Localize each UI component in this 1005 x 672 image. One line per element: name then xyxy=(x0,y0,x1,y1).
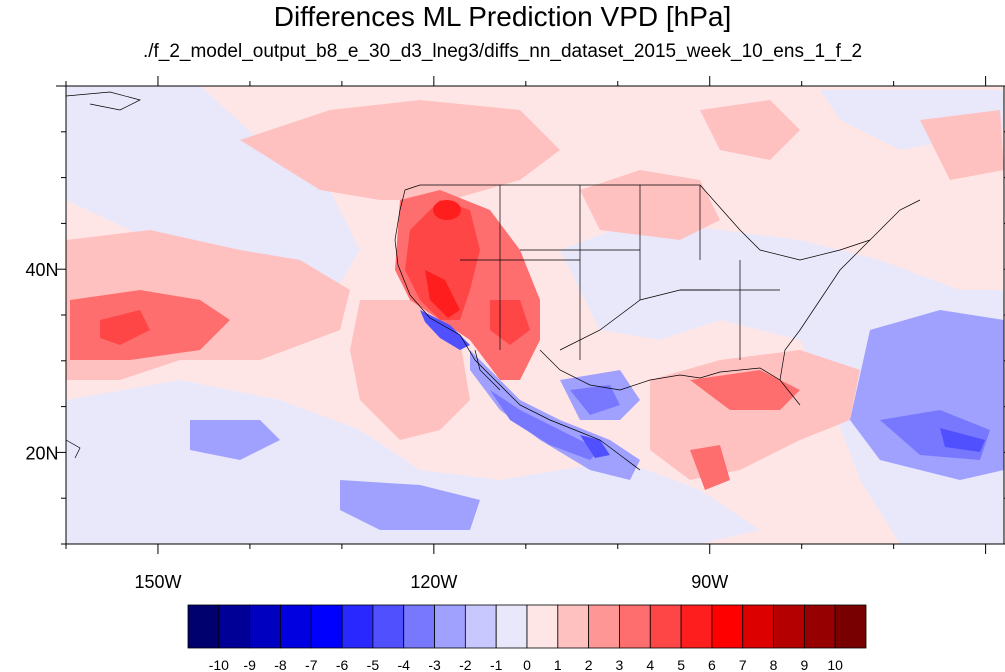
colorbar-swatch xyxy=(526,604,559,649)
colorbar-swatch xyxy=(310,604,343,649)
colorbar-label: 1 xyxy=(554,657,562,672)
colorbar-label: -2 xyxy=(459,657,472,672)
colorbar-label: 0 xyxy=(523,657,531,672)
colorbar-label: 3 xyxy=(616,657,624,672)
positive-anomaly-stronger xyxy=(100,200,530,345)
lon-tick-label: 150W xyxy=(134,572,181,592)
lon-tick-label: 120W xyxy=(410,572,457,592)
colorbar-label: -6 xyxy=(336,657,349,672)
colorbar-label: -4 xyxy=(398,657,411,672)
colorbar-label: 4 xyxy=(646,657,654,672)
colorbar-label: 5 xyxy=(677,657,685,672)
negative-anomaly-peak xyxy=(420,310,985,458)
colorbar-label: -8 xyxy=(274,657,287,672)
colorbar: -10 -9 -8 -7 -6 -5 -4 -3 -2 -1 0 1 2 3 4 5 6 7 8 9 10 xyxy=(187,604,867,672)
colorbar-swatch xyxy=(403,604,435,649)
positive-anomaly-peak xyxy=(425,200,461,318)
colorbar-label: 2 xyxy=(585,657,593,672)
colorbar-label: -1 xyxy=(490,657,503,672)
colorbar-swatch xyxy=(619,604,651,649)
colorbar-label: -5 xyxy=(367,657,380,672)
colorbar-swatch xyxy=(434,604,466,649)
colorbar-swatch xyxy=(341,604,374,649)
colorbar-swatch xyxy=(495,604,528,649)
map-panel xyxy=(66,86,1004,544)
coastlines xyxy=(66,91,921,471)
map-title: Differences ML Prediction VPD [hPa] xyxy=(273,1,732,32)
lat-tick-label: 20N xyxy=(25,443,58,463)
lat-tick-label: 40N xyxy=(25,260,58,280)
colorbar-label: 9 xyxy=(800,657,808,672)
map-subtitle: ./f_2_model_output_b8_e_30_d3_lneg3/diff… xyxy=(142,41,863,62)
colorbar-swatch xyxy=(280,604,312,649)
colorbar-swatch xyxy=(649,604,682,649)
colorbar-swatch xyxy=(711,604,744,649)
colorbar-label: 6 xyxy=(708,657,716,672)
colorbar-swatch xyxy=(588,604,620,649)
colorbar-label: -10 xyxy=(209,657,229,672)
colorbar-swatch xyxy=(803,604,836,649)
colorbar-swatch xyxy=(187,604,220,649)
colorbar-label: 7 xyxy=(739,657,747,672)
colorbar-swatch xyxy=(464,604,497,649)
colorbar-label: -3 xyxy=(428,657,441,672)
colorbar-swatch xyxy=(249,604,281,649)
colorbar-label: -9 xyxy=(243,657,256,672)
colorbar-label: 8 xyxy=(770,657,778,672)
colorbar-swatch xyxy=(557,604,590,649)
colorbar-swatch xyxy=(834,604,867,649)
colorbar-swatch xyxy=(773,604,805,649)
colorbar-swatch xyxy=(680,604,713,649)
colorbar-swatch xyxy=(742,604,774,649)
lon-tick-label: 90W xyxy=(691,572,728,592)
colorbar-swatch xyxy=(218,604,251,649)
colorbar-label: 10 xyxy=(827,657,843,672)
colorbar-swatch xyxy=(372,604,405,649)
colorbar-label: -7 xyxy=(305,657,318,672)
axis-ticks: 150W 120W 90W 40N 20N xyxy=(25,76,1005,592)
